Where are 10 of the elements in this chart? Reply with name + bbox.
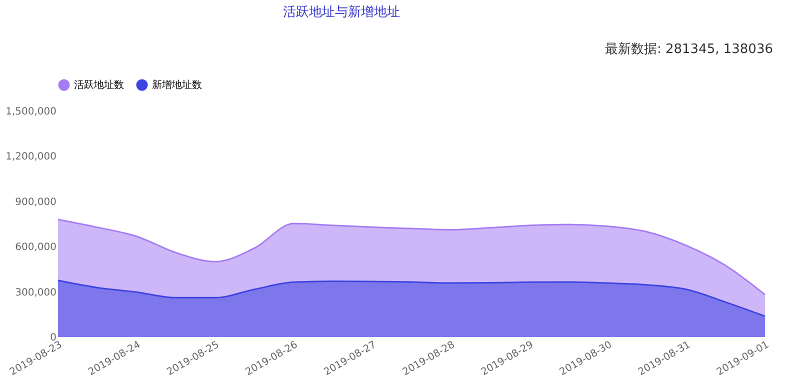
y-tick-label: 1,200,000 [6, 152, 56, 163]
text: 最新数据: 281345, 138036 [604, 42, 773, 57]
y-tick-label: 300,000 [15, 287, 56, 298]
legend-label: 活跃地址数 [74, 79, 124, 91]
chart-title: 活跃地址与新增地址 [283, 5, 400, 20]
y-tick-label: 600,000 [15, 242, 56, 254]
y-tick-label: 900,000 [15, 196, 56, 208]
legend-label: 新增地址数 [152, 79, 202, 91]
y-tick-label: 0 [50, 332, 56, 344]
y-tick-label: 1,500,000 [6, 106, 56, 118]
